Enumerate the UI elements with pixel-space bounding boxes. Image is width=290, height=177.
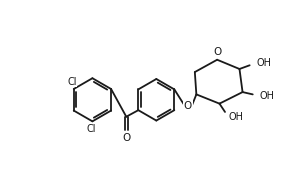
Text: OH: OH [229, 113, 244, 122]
Text: Cl: Cl [68, 77, 77, 87]
Text: Cl: Cl [86, 124, 96, 134]
Text: O: O [184, 101, 192, 111]
Text: OH: OH [260, 91, 275, 101]
Text: OH: OH [256, 58, 271, 68]
Text: O: O [122, 133, 130, 143]
Text: O: O [213, 47, 221, 57]
